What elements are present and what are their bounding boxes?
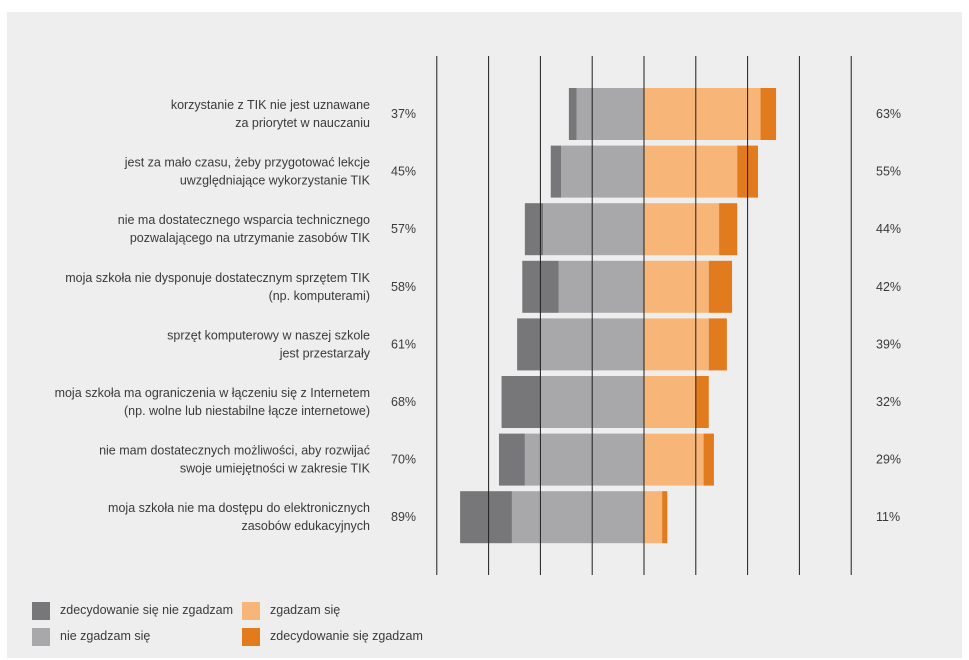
category-label: zasobów edukacyjnych [241,519,370,533]
category-label: moja szkoła nie ma dostępu do elektronic… [108,501,370,515]
agree-total-label: 42% [876,280,901,294]
bar-segment [568,88,577,140]
category-label: pozwalającego na utrzymanie zasobów TIK [130,231,371,245]
category-label: (np. wolne lub niestabilne łącze interne… [124,404,370,418]
category-label: moja szkoła nie dysponuje dostatecznym s… [65,271,370,285]
agree-total-label: 55% [876,165,901,179]
legend-label-strongly-disagree: zdecydowanie się nie zgadzam [60,603,234,617]
legend-label-disagree: nie zgadzam się [60,629,151,643]
bar-segment [719,203,738,256]
bar-segment [561,145,644,198]
disagree-total-label: 57% [391,222,416,236]
disagree-total-label: 70% [391,453,416,467]
agree-total-label: 29% [876,453,901,467]
legend-label-strongly-agree: zdecydowanie się zgadzam [270,629,423,643]
agree-total-label: 39% [876,337,901,351]
bar-segment [644,260,709,313]
bar-segment [576,88,644,140]
bar-segment [644,88,761,140]
category-label: swoje umiejętności w zakresie TIK [180,462,371,476]
category-label: nie mam dostatecznych możliwości, aby ro… [99,444,370,458]
disagree-total-label: 58% [391,280,416,294]
bar-segment [511,491,644,544]
category-label: moja szkoła ma ograniczenia w łączeniu s… [55,386,370,400]
agree-total-label: 32% [876,395,901,409]
legend-label-agree: zgadzam się [270,603,341,617]
category-label: za priorytet w nauczaniu [235,116,370,130]
chart-panel: korzystanie z TIK nie jest uznawane za pr… [7,12,962,658]
bar-segment [662,491,668,544]
agree-total-label: 11% [876,510,900,524]
category-label: nie ma dostatecznego wsparcia techniczne… [118,213,370,227]
agree-total-label: 44% [876,222,901,236]
legend-swatch-disagree [32,628,50,646]
bar-segment [644,491,663,544]
bar-segment [644,203,720,256]
bar-segment [695,376,709,428]
bar-segment [524,433,644,486]
bar-segment [542,203,644,256]
category-label: uwzględniające wykorzystanie TIK [180,174,371,188]
disagree-total-label: 45% [391,165,416,179]
bar-segment [708,318,727,371]
bar-segment [498,433,525,486]
bar-segment [517,318,541,371]
legend-swatch-strongly-agree [242,628,260,646]
legend-swatch-strongly-disagree [32,602,50,620]
category-label: sprzęt komputerowy w naszej szkole [167,328,370,342]
legend-swatch-agree [242,602,260,620]
bar-segment [644,145,738,198]
category-label: korzystanie z TIK nie jest uznawane [171,98,370,112]
bar-segment [460,491,512,544]
bar-segment [708,260,733,313]
disagree-total-label: 37% [391,107,416,121]
category-label: (np. komputerami) [269,289,370,303]
bar-segment [760,88,777,140]
diverging-bar-chart: korzystanie z TIK nie jest uznawane za pr… [55,56,901,575]
category-label: jest za mało czasu, żeby przygotować lek… [124,156,370,170]
disagree-total-label: 61% [391,337,416,351]
agree-total-label: 63% [876,107,901,121]
bar-segment [644,376,696,428]
bar-segment [558,260,644,313]
bar-segment [524,203,543,256]
disagree-total-label: 89% [391,510,416,524]
disagree-total-label: 68% [391,395,416,409]
bar-segment [703,433,714,486]
bar-segment [644,318,709,371]
bar-segment [501,376,541,428]
bar-segment [550,145,562,198]
category-label: jest przestarzały [279,346,371,360]
bar-segment [644,433,704,486]
